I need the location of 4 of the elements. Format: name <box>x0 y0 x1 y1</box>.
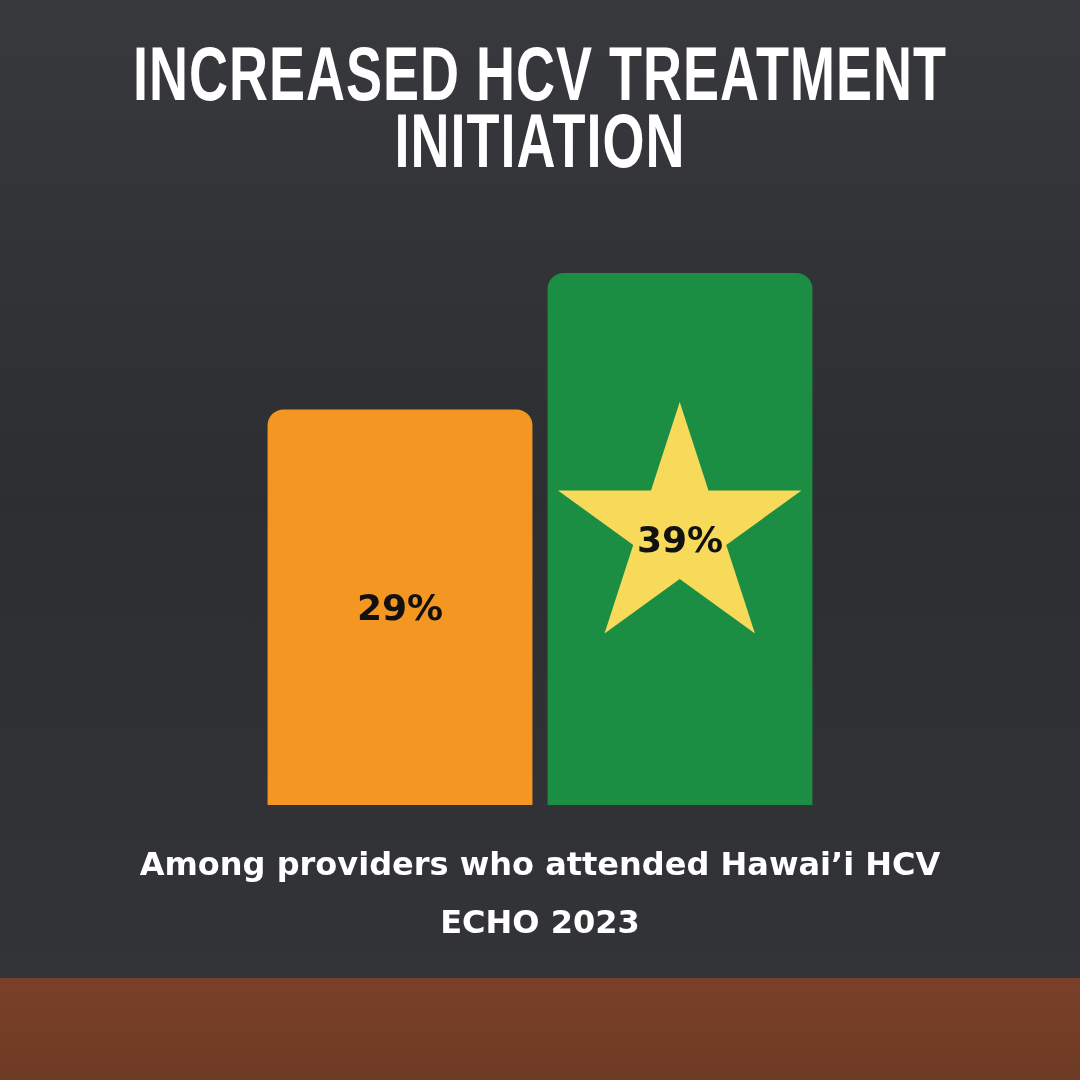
text: Among providers who attended Hawai’i HCV ECHO 2023 <box>138 844 942 943</box>
chart-title: INCREASED HCV TREATMENT INITIATION <box>132 31 948 183</box>
data-label: 29% <box>356 586 444 628</box>
data-label: 39% <box>636 518 724 560</box>
